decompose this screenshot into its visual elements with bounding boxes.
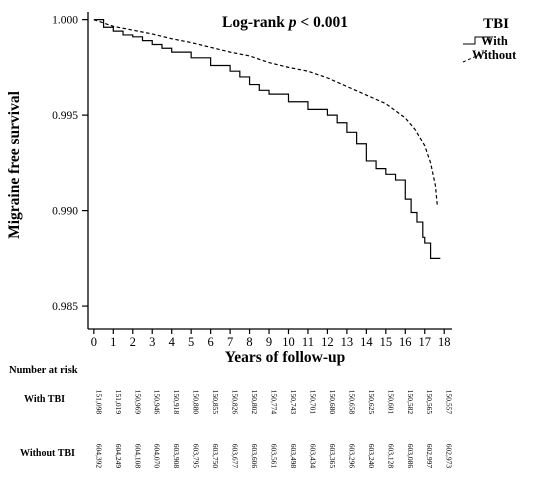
x-tick-label-5: 5 (188, 335, 194, 349)
risk-row-label-without: Without TBI (20, 448, 75, 459)
y-tick-label-0: 0.985 (52, 301, 78, 313)
risk-value-1-9: 603,561 (270, 444, 279, 469)
legend-label-with: With (481, 34, 508, 48)
risk-value-1-3: 604,070 (153, 444, 162, 469)
x-tick-label-18: 18 (438, 335, 451, 349)
risk-value-0-14: 150,625 (367, 390, 376, 415)
risk-value-0-3: 150,946 (153, 390, 162, 415)
y-tick-label-1: 0.990 (52, 206, 78, 218)
risk-value-1-4: 603,908 (172, 444, 181, 469)
risk-value-1-16: 603,086 (406, 444, 415, 469)
risk-value-1-1: 604,249 (114, 444, 123, 469)
risk-value-0-6: 150,855 (211, 390, 220, 415)
x-tick-label-0: 0 (91, 335, 97, 349)
risk-value-1-18: 602,973 (445, 444, 454, 469)
legend-swatch-without (462, 50, 489, 63)
risk-value-0-16: 150,582 (406, 390, 415, 415)
legend: TBI With Without (462, 16, 517, 63)
risk-value-1-11: 603,434 (308, 444, 317, 469)
risk-value-0-1: 151,019 (114, 390, 123, 415)
risk-value-0-0: 151,098 (94, 390, 103, 415)
risk-value-1-8: 603,606 (250, 444, 259, 469)
risk-value-1-12: 603,365 (328, 444, 337, 469)
x-tick-label-4: 4 (169, 335, 176, 349)
risk-value-1-2: 604,108 (133, 444, 142, 469)
risk-table-title: Number at risk (9, 365, 78, 376)
chart-title: Log-rank p < 0.001 (222, 14, 348, 31)
risk-row-label-with: With TBI (24, 394, 65, 405)
risk-value-1-13: 603,296 (347, 444, 356, 469)
risk-value-0-12: 150,680 (328, 390, 337, 415)
y-ticks: 0.985 0.990 0.995 1.000 (52, 15, 88, 313)
risk-value-1-6: 603,750 (211, 444, 220, 469)
risk-values: 151,098 151,019 150,969 150,946 150,918 150,8… (94, 390, 453, 469)
x-tick-label-9: 9 (266, 335, 272, 349)
x-tick-label-16: 16 (399, 335, 412, 349)
x-tick-label-6: 6 (208, 335, 214, 349)
risk-value-1-5: 603,795 (192, 444, 201, 469)
risk-value-0-13: 150,658 (347, 390, 356, 415)
risk-value-0-11: 150,701 (308, 390, 317, 415)
x-tick-label-12: 12 (321, 335, 334, 349)
risk-value-0-18: 150,557 (445, 390, 454, 415)
y-axis-label: Migraine free survival (6, 90, 23, 238)
risk-value-0-10: 150,743 (289, 390, 298, 415)
x-tick-label-14: 14 (360, 335, 373, 349)
x-tick-label-13: 13 (341, 335, 354, 349)
risk-value-0-7: 150,826 (231, 390, 240, 415)
x-tick-label-1: 1 (110, 335, 116, 349)
risk-value-1-10: 603,498 (289, 444, 298, 469)
risk-value-0-5: 150,880 (192, 390, 201, 415)
y-tick-label-3: 1.000 (52, 15, 78, 27)
risk-value-1-15: 603,128 (386, 444, 395, 469)
x-tick-label-15: 15 (380, 335, 393, 349)
legend-label-without: Without (472, 48, 517, 62)
risk-value-1-7: 603,677 (231, 444, 240, 469)
x-tick-label-2: 2 (130, 335, 136, 349)
x-ticks: 0 1 2 3 4 5 6 7 8 9 10 11 12 13 14 15 16 17 18 (91, 329, 451, 349)
risk-value-1-17: 602,997 (425, 444, 434, 469)
risk-value-1-0: 604,392 (94, 444, 103, 469)
x-tick-label-11: 11 (302, 335, 314, 349)
x-tick-label-8: 8 (246, 335, 252, 349)
risk-value-0-8: 150,802 (250, 390, 259, 415)
x-tick-label-10: 10 (282, 335, 295, 349)
legend-swatch-with (463, 36, 491, 45)
x-tick-label-3: 3 (149, 335, 155, 349)
risk-value-0-4: 150,918 (172, 390, 181, 415)
risk-value-0-9: 150,774 (270, 390, 279, 415)
risk-value-0-17: 150,565 (425, 390, 434, 415)
x-axis-label: Years of follow-up (225, 349, 346, 366)
legend-title: TBI (483, 16, 509, 32)
y-tick-label-2: 0.995 (52, 110, 78, 122)
risk-value-0-15: 150,601 (386, 390, 395, 415)
series-line-without (93, 19, 438, 207)
series-line-with (93, 19, 441, 259)
x-tick-label-7: 7 (227, 335, 233, 349)
x-tick-label-17: 17 (418, 335, 431, 349)
risk-value-0-2: 150,969 (133, 390, 142, 415)
series-layer (93, 19, 441, 259)
risk-value-1-14: 603,240 (367, 444, 376, 469)
